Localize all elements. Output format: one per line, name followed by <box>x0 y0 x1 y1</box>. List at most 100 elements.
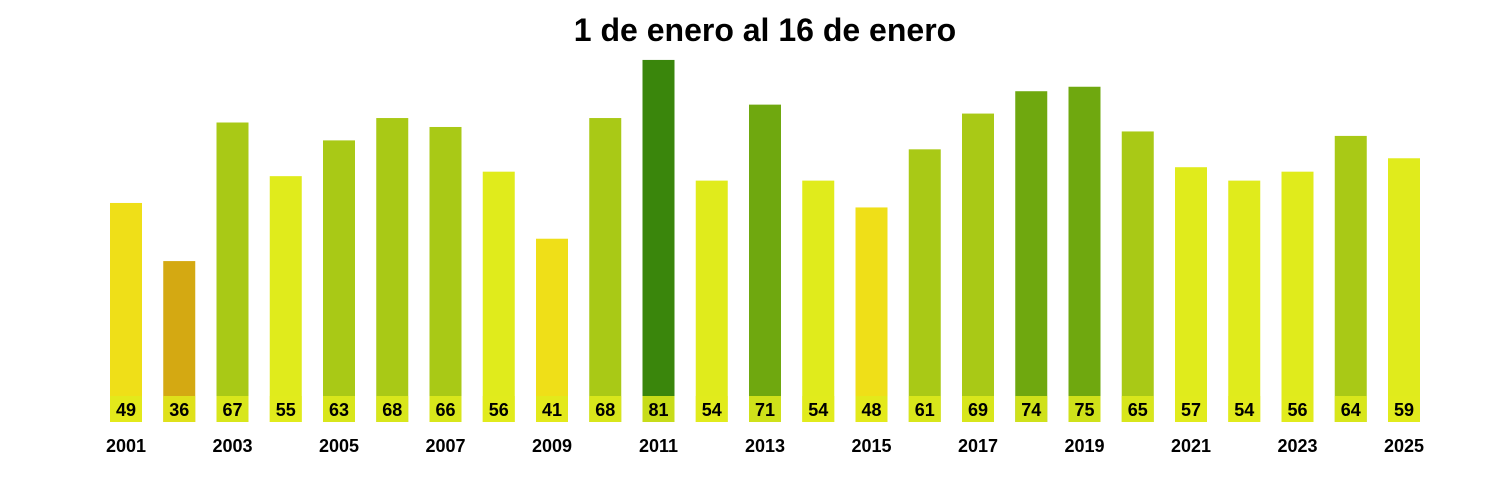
bar-2023 <box>1281 171 1314 422</box>
bar-label-background-2023 <box>1281 396 1314 422</box>
bar-group-2011: 81 <box>642 59 675 423</box>
bar-2022 <box>1228 180 1261 422</box>
bar-2020 <box>1121 131 1154 422</box>
bar-value-label-2003: 67 <box>222 400 242 420</box>
bar-2001 <box>110 202 142 422</box>
bar-value-label-2018: 74 <box>1021 400 1041 420</box>
bar-2021 <box>1175 167 1207 422</box>
bar-value-label-2024: 64 <box>1341 400 1361 420</box>
bar-label-background-2004 <box>269 396 302 422</box>
bar-value-label-2001: 49 <box>116 400 136 420</box>
bar-group-2020: 65 <box>1121 131 1154 422</box>
x-tick-label-2019: 2019 <box>1064 436 1104 456</box>
bar-group-2010: 68 <box>589 118 622 422</box>
bar-label-background-2013 <box>749 396 781 422</box>
bar-label-background-2025 <box>1388 396 1420 422</box>
bar-label-background-2020 <box>1121 396 1154 422</box>
bar-value-label-2025: 59 <box>1394 400 1414 420</box>
bar-group-2008: 56 <box>482 171 515 422</box>
bar-group-2023: 56 <box>1281 171 1314 422</box>
bar-2012 <box>695 180 728 422</box>
x-tick-label-2017: 2017 <box>958 436 998 456</box>
bar-2013 <box>749 104 781 422</box>
bar-label-background-2010 <box>589 396 622 422</box>
x-tick-label-2015: 2015 <box>851 436 891 456</box>
bar-group-2018: 74 <box>1015 91 1048 422</box>
bar-value-label-2014: 54 <box>808 400 828 420</box>
bar-label-background-2006 <box>376 396 409 422</box>
bar-group-2021: 57 <box>1175 167 1207 422</box>
bar-label-background-2014 <box>802 396 835 422</box>
bar-label-background-2007 <box>429 396 462 422</box>
bar-group-2017: 69 <box>962 113 994 422</box>
bar-label-background-2015 <box>855 396 888 422</box>
bar-value-label-2016: 61 <box>915 400 935 420</box>
bar-group-2013: 71 <box>749 104 781 422</box>
bar-group-2001: 49 <box>110 202 142 422</box>
bar-label-background-2002 <box>163 396 196 422</box>
bar-group-2009: 41 <box>536 238 568 422</box>
bar-value-label-2004: 55 <box>276 400 296 420</box>
bar-label-background-2001 <box>110 396 142 422</box>
bar-label-background-2011 <box>642 396 675 422</box>
bar-value-label-2011: 81 <box>648 400 668 420</box>
bar-2008 <box>482 171 515 422</box>
bar-2003 <box>216 122 249 422</box>
bar-value-label-2006: 68 <box>382 400 402 420</box>
x-tick-label-2011: 2011 <box>639 436 678 456</box>
bar-group-2002: 36 <box>163 261 196 422</box>
bar-group-2024: 64 <box>1334 135 1367 423</box>
bar-label-background-2024 <box>1334 396 1367 422</box>
bar-value-label-2020: 65 <box>1128 400 1148 420</box>
bar-group-2015: 48 <box>855 207 888 422</box>
bar-value-label-2008: 56 <box>489 400 509 420</box>
bar-group-2007: 66 <box>429 126 462 422</box>
bar-group-2025: 59 <box>1388 158 1420 422</box>
bar-group-2005: 63 <box>323 140 355 422</box>
bar-label-background-2018 <box>1015 396 1048 422</box>
bar-group-2012: 54 <box>695 180 728 422</box>
bar-value-label-2013: 71 <box>755 400 775 420</box>
bar-2014 <box>802 180 835 422</box>
bar-value-label-2019: 75 <box>1074 400 1094 420</box>
bar-group-2003: 67 <box>216 122 249 422</box>
bar-group-2016: 61 <box>908 149 941 422</box>
bar-2010 <box>589 118 622 422</box>
bar-2015 <box>855 207 888 422</box>
bar-label-background-2021 <box>1175 396 1207 422</box>
bar-label-background-2019 <box>1068 396 1101 422</box>
bar-2025 <box>1388 158 1420 422</box>
bar-group-2014: 54 <box>802 180 835 422</box>
bar-label-background-2008 <box>482 396 515 422</box>
bar-value-label-2017: 69 <box>968 400 988 420</box>
x-tick-label-2007: 2007 <box>425 436 465 456</box>
bar-value-label-2022: 54 <box>1234 400 1254 420</box>
bar-label-background-2009 <box>536 396 568 422</box>
x-tick-label-2005: 2005 <box>319 436 359 456</box>
bar-2007 <box>429 126 462 422</box>
x-tick-label-2023: 2023 <box>1277 436 1317 456</box>
x-tick-label-2025: 2025 <box>1384 436 1424 456</box>
bar-value-label-2002: 36 <box>169 400 189 420</box>
bar-2017 <box>962 113 994 422</box>
bar-value-label-2007: 66 <box>435 400 455 420</box>
bar-value-label-2005: 63 <box>329 400 349 420</box>
bar-value-label-2023: 56 <box>1287 400 1307 420</box>
bar-group-2004: 55 <box>269 176 302 422</box>
bar-label-background-2003 <box>216 396 249 422</box>
x-tick-label-2013: 2013 <box>745 436 785 456</box>
bar-2009 <box>536 238 568 422</box>
x-tick-label-2021: 2021 <box>1171 436 1211 456</box>
bar-value-label-2015: 48 <box>861 400 881 420</box>
bar-2002 <box>163 261 196 422</box>
bar-label-background-2017 <box>962 396 994 422</box>
bar-2004 <box>269 176 302 422</box>
bar-value-label-2012: 54 <box>702 400 722 420</box>
x-tick-label-2003: 2003 <box>212 436 252 456</box>
bar-group-2022: 54 <box>1228 180 1261 422</box>
bar-label-background-2022 <box>1228 396 1261 422</box>
bar-2006 <box>376 118 409 422</box>
bar-label-background-2012 <box>695 396 728 422</box>
bar-value-label-2010: 68 <box>595 400 615 420</box>
